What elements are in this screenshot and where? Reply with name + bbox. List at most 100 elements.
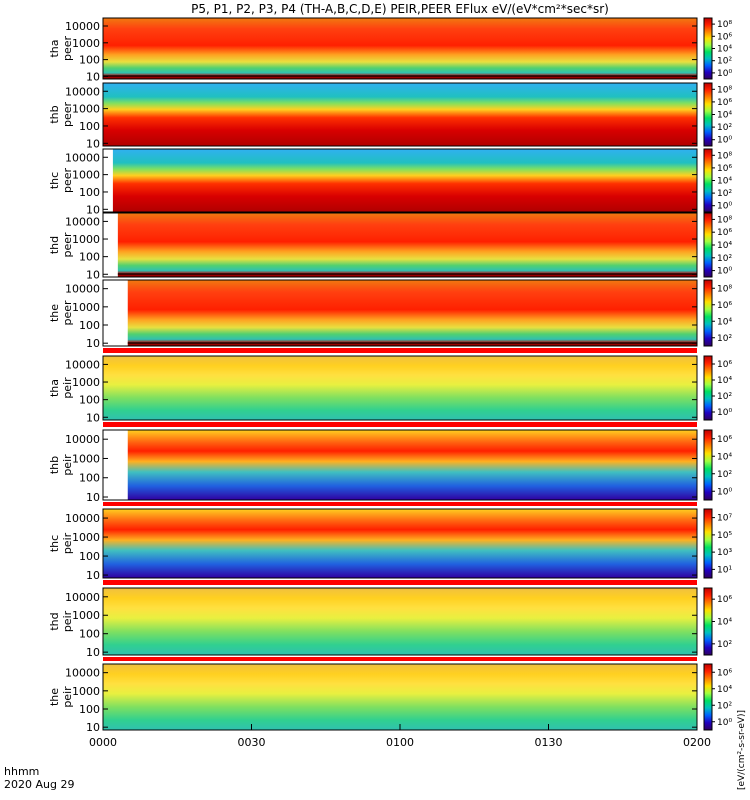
panel-the-peer: 10000 1000 100 10 the peer 10⁸ 10⁶ 10⁴ 10²: [48, 279, 732, 350]
colorbar-tick-label: 10²: [717, 392, 732, 402]
colorbar-tick-label: 10⁴: [717, 618, 732, 628]
y-tick-label: 10000: [65, 215, 100, 228]
y-tick-label: 100: [79, 550, 100, 563]
colorbar-tick-label: 10⁶: [717, 32, 732, 42]
y-tick-label: 1000: [72, 169, 100, 182]
y-tick-label: 100: [79, 472, 100, 485]
colorbar-tick-label: 10⁶: [717, 98, 732, 108]
panel-probe-label: thb: [48, 105, 61, 123]
date-label: 2020 Aug 29: [4, 778, 74, 791]
colorbar-tick-label: 10⁴: [717, 111, 732, 121]
y-tick-label: 10: [86, 569, 100, 582]
separator-band: [103, 422, 697, 427]
colorbar-tick-label: 10⁰: [717, 718, 732, 728]
panel-frame: [102, 587, 698, 656]
colorbar-tick-label: 10³: [717, 548, 732, 558]
panel-stack: 10000 1000 100 10 tha peer 10⁸ 10⁶ 10⁴ 10² 10⁰ 1000…: [48, 17, 732, 734]
panel-thd-peir: 10000 1000 100 10 thd peir 10⁶ 10⁴ 10²: [48, 587, 732, 659]
colorbar-tick-label: 10²: [717, 189, 732, 199]
x-tick-label: 0200: [683, 736, 711, 749]
separator-band: [103, 502, 697, 506]
y-tick-label: 1000: [72, 233, 100, 246]
y-tick-label: 10: [86, 337, 100, 350]
spectrogram-tha-peir: [103, 356, 697, 420]
panel-probe-label: thc: [48, 172, 61, 189]
colorbar: [703, 663, 713, 731]
panel-probe-label: tha: [48, 39, 61, 57]
y-tick-label: 100: [79, 319, 100, 332]
colorbar-tick-label: 10⁷: [717, 514, 732, 524]
colorbar-tick-label: 10⁰: [717, 267, 732, 277]
panel-probe-label: thd: [48, 612, 61, 630]
panel-probe-label: the: [48, 304, 61, 322]
colorbar-tick-label: 10⁸: [717, 284, 732, 294]
y-tick-label: 10: [86, 70, 100, 83]
colorbar: [703, 355, 713, 421]
panel-thc-peer: 10000 1000 100 10 thc peer 10⁸ 10⁶ 10⁴ 10² 10⁰: [48, 148, 732, 216]
spectrogram-the-peer: [127, 280, 697, 346]
colorbar-tick-label: 10⁶: [717, 668, 732, 678]
x-tick-label: 0130: [535, 736, 563, 749]
colorbar: [703, 587, 713, 656]
spectrogram-thc-peer: [112, 149, 697, 212]
y-tick-label: 10: [86, 491, 100, 504]
colorbar-tick-label: 10⁴: [717, 241, 732, 251]
separator-band: [103, 580, 697, 585]
y-tick-label: 10000: [65, 433, 100, 446]
y-tick-label: 10: [86, 268, 100, 281]
colorbar-tick-label: 10²: [717, 701, 732, 711]
panel-frame: [102, 82, 698, 147]
spectrogram-tha-peer: [103, 18, 697, 79]
colorbar-tick-label: 10⁴: [717, 45, 732, 55]
y-tick-label: 100: [79, 251, 100, 264]
y-tick-label: 1000: [72, 685, 100, 698]
colorbar-tick-label: 10⁶: [717, 301, 732, 311]
colorbar-tick-label: 10²: [717, 640, 732, 650]
y-tick-label: 100: [79, 628, 100, 641]
spectrogram-thb-peer: [103, 83, 697, 146]
colorbar-tick-label: 10⁴: [717, 376, 732, 386]
panel-probe-label: tha: [48, 379, 61, 397]
y-tick-label: 1000: [72, 103, 100, 116]
colorbar: [703, 17, 713, 80]
panel-product-label: peer: [61, 300, 74, 326]
y-tick-label: 10000: [65, 358, 100, 371]
colorbar: [703, 508, 713, 579]
panel-frame: [102, 148, 698, 213]
y-tick-label: 1000: [72, 609, 100, 622]
panel-thc-peir: 10000 1000 100 10 thc peir 10⁷ 10⁵ 10³ 10¹: [48, 508, 732, 582]
colorbar-tick-label: 10⁸: [717, 151, 732, 161]
colorbar: [703, 82, 713, 147]
colorbar-tick-label: 10⁰: [717, 69, 732, 79]
colorbar-tick-label: 10⁰: [717, 202, 732, 212]
panel-probe-label: thd: [48, 236, 61, 254]
y-tick-label: 10000: [65, 512, 100, 525]
colorbar-tick-label: 10⁶: [717, 435, 732, 445]
panel-frame: [102, 17, 698, 80]
y-tick-label: 10: [86, 411, 100, 424]
colorbar-tick-label: 10⁸: [717, 20, 732, 30]
colorbar-tick-label: 10⁶: [717, 360, 732, 370]
y-tick-label: 1000: [72, 301, 100, 314]
y-tick-label: 1000: [72, 37, 100, 50]
panel-product-label: peir: [61, 377, 74, 399]
y-tick-label: 1000: [72, 376, 100, 389]
colorbar-tick-label: 10²: [717, 470, 732, 480]
panel-frame: [102, 508, 698, 579]
colorbar-tick-label: 10⁴: [717, 177, 732, 187]
y-tick-label: 100: [79, 186, 100, 199]
panel-frame: [102, 212, 698, 278]
panel-thb-peer: 10000 1000 100 10 thb peer 10⁸ 10⁶ 10⁴ 10² 10⁰: [48, 82, 732, 150]
colorbar-tick-label: 10⁶: [717, 595, 732, 605]
panel-probe-label: the: [48, 688, 61, 706]
colorbar-tick-label: 10⁸: [717, 85, 732, 95]
x-tick-label: 0100: [386, 736, 414, 749]
colorbar-unit-label: [eV/(cm²-s-sr-eV)]: [737, 710, 747, 790]
time-axis: 0000 0030 0100 0130 0200: [89, 724, 711, 749]
colorbar-tick-label: 10⁴: [717, 317, 732, 327]
y-tick-label: 10: [86, 203, 100, 216]
panel-product-label: peer: [61, 102, 74, 128]
panel-tha-peer: 10000 1000 100 10 tha peer 10⁸ 10⁶ 10⁴ 10² 10⁰: [48, 17, 732, 83]
y-tick-label: 100: [79, 394, 100, 407]
